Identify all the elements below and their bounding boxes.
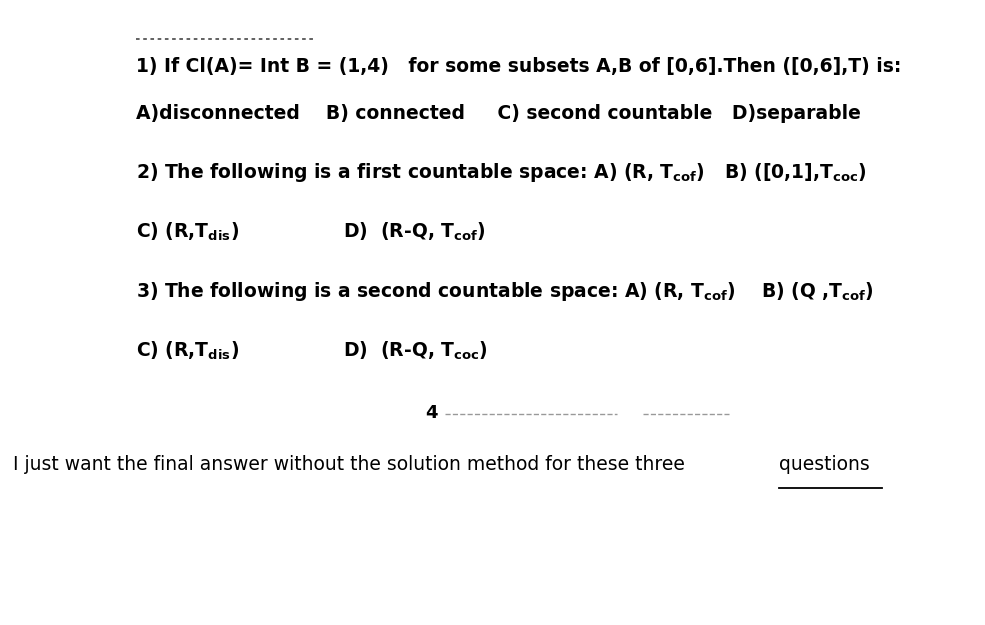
Text: C) (R,$\mathbf{T_{dis}}$)                D)  (R-Q, $\mathbf{T_{coc}}$): C) (R,$\mathbf{T_{dis}}$) D) (R-Q, $\mat… xyxy=(136,339,488,361)
Text: questions: questions xyxy=(779,455,870,474)
Text: A)disconnected    B) connected     C) second countable   D)separable: A)disconnected B) connected C) second co… xyxy=(136,104,860,122)
Text: 1) If Cl(A)= Int B = (1,4)   for some subsets A,B of [0,6].Then ([0,6],T) is:: 1) If Cl(A)= Int B = (1,4) for some subs… xyxy=(136,57,901,76)
Text: I just want the final answer without the solution method for these three: I just want the final answer without the… xyxy=(13,455,690,474)
Text: 3) The following is a second countable space: A) (R, $\mathbf{T_{cof}}$)    B) (: 3) The following is a second countable s… xyxy=(136,280,874,303)
Text: C) (R,$\mathbf{T_{dis}}$)                D)  (R-Q, $\mathbf{T_{cof}}$): C) (R,$\mathbf{T_{dis}}$) D) (R-Q, $\mat… xyxy=(136,221,486,243)
Text: 2) The following is a first countable space: A) (R, $\mathbf{T_{cof}}$)   B) ([0: 2) The following is a first countable sp… xyxy=(136,161,866,184)
Text: 4: 4 xyxy=(426,404,438,421)
